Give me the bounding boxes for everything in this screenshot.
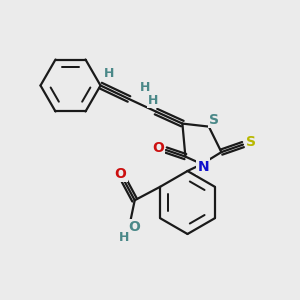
Text: H: H — [104, 67, 114, 80]
Text: H: H — [118, 231, 129, 244]
Text: S: S — [246, 135, 256, 149]
Text: H: H — [140, 81, 151, 94]
Text: N: N — [198, 160, 209, 173]
Text: S: S — [209, 113, 219, 127]
Text: O: O — [152, 141, 164, 154]
Text: O: O — [128, 220, 140, 234]
Text: H: H — [148, 94, 158, 107]
Text: O: O — [115, 167, 127, 181]
